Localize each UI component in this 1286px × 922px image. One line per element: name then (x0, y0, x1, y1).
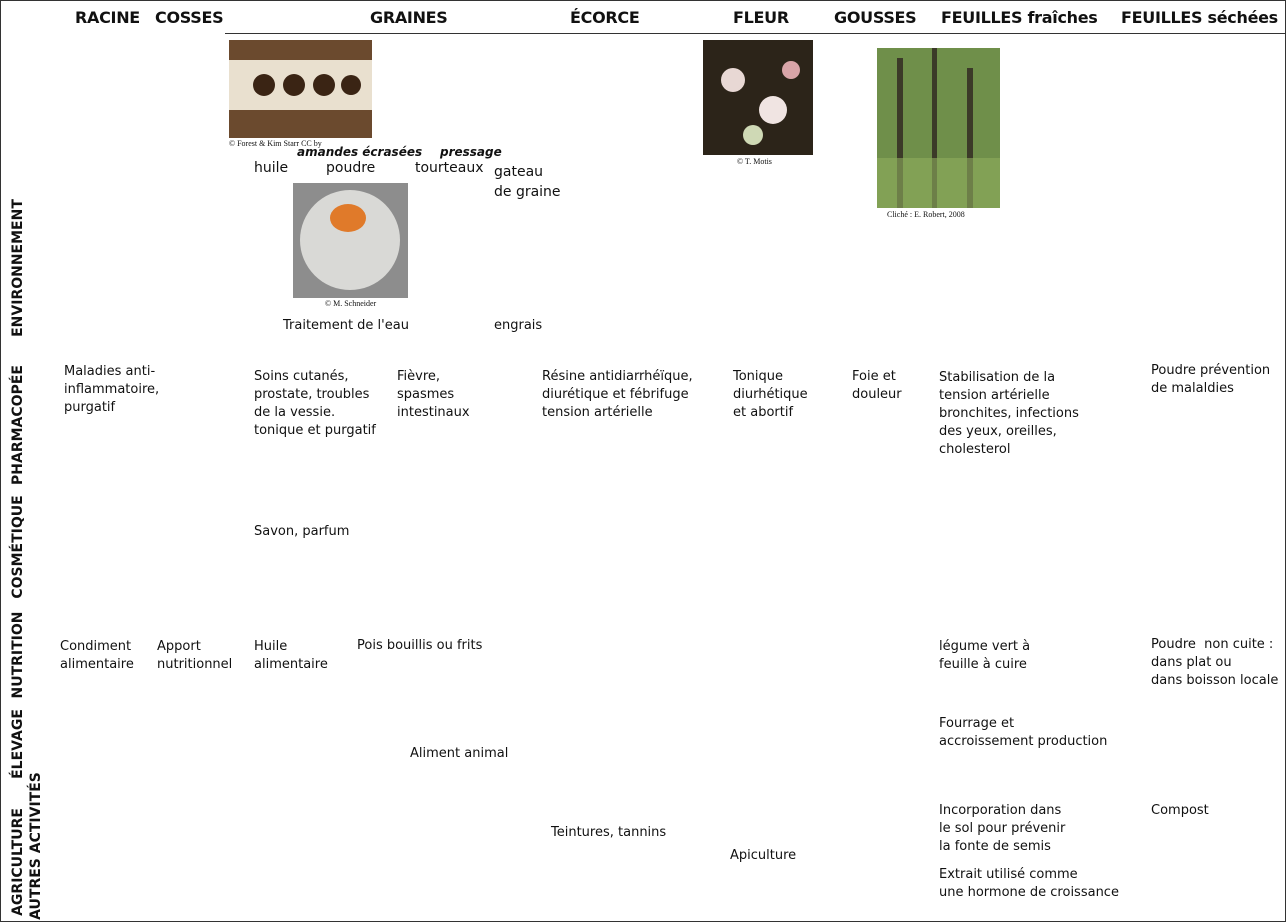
product: poudre (326, 160, 376, 176)
process-label: pressage (440, 145, 502, 159)
cell: Fièvre, spasmes intestinaux (397, 369, 470, 420)
product: huile (254, 160, 289, 176)
row-label: ENVIRONNEMENT (10, 199, 26, 337)
cell: Incorporation dans le sol pour prévenir … (939, 803, 1066, 854)
column-header: RACINE (75, 8, 140, 27)
cell: Savon, parfum (254, 524, 350, 539)
cell: Huile alimentaire (254, 639, 328, 672)
column-header: COSSES (155, 8, 224, 27)
row-label: NUTRITION (10, 611, 26, 699)
row-label: ÉLEVAGE (10, 709, 26, 779)
row-label: PHARMACOPÉE (10, 365, 26, 485)
column-header: FEUILLES séchées (1121, 8, 1278, 27)
cell: Tonique diurhétique et abortif (733, 369, 808, 420)
product: tourteaux (415, 160, 484, 176)
flower-photo (703, 40, 813, 155)
cell: Résine antidiarrhéïque, diurétique et fé… (542, 369, 693, 420)
photo-credit: © M. Schneider (325, 299, 377, 308)
process-label: amandes écrasées (297, 145, 423, 159)
row-label: AUTRES ACTIVITÉS (28, 772, 44, 920)
cell: Stabilisation de la tension artérielle b… (939, 370, 1079, 457)
powder-photo (293, 183, 408, 298)
column-header: FEUILLES fraîches (941, 8, 1098, 27)
column-header: ÉCORCE (570, 8, 640, 27)
cell: Foie et douleur (852, 369, 902, 402)
photo-credit: © T. Motis (737, 157, 772, 166)
column-header: GRAINES (370, 8, 448, 27)
product: gateau de graine (494, 164, 561, 200)
cell: Soins cutanés, prostate, troubles de la … (254, 369, 376, 438)
cell: engrais (494, 318, 543, 333)
cell: Poudre non cuite : dans plat ou dans boi… (1151, 637, 1279, 688)
cell: Pois bouillis ou frits (357, 638, 483, 653)
tree-photo (877, 48, 1000, 208)
column-header: FLEUR (733, 8, 789, 27)
photo-credit: Cliché : E. Robert, 2008 (887, 210, 965, 219)
cell: Extrait utilisé comme une hormone de cro… (939, 867, 1119, 900)
cell: Aliment animal (410, 746, 509, 761)
cell: Apport nutritionnel (157, 639, 233, 672)
cell: Traitement de l'eau (283, 318, 409, 333)
header-rule (225, 33, 1286, 34)
pod-photo (229, 40, 372, 138)
cell: Condiment alimentaire (60, 639, 134, 672)
cell: Fourrage et accroissement production (939, 716, 1108, 749)
cell: Apiculture (730, 848, 797, 863)
cell: Compost (1151, 803, 1209, 818)
cell: Teintures, tannins (551, 825, 667, 840)
row-label: AGRICULTURE (10, 808, 26, 916)
cell: Maladies anti- inflammatoire, purgatif (64, 364, 160, 415)
cell: Poudre prévention de malaldies (1151, 363, 1271, 396)
photo-credit: © Forest & Kim Starr CC by (229, 139, 322, 148)
column-header: GOUSSES (834, 8, 917, 27)
cell: légume vert à feuille à cuire (939, 639, 1031, 672)
row-label: COSMÉTIQUE (10, 495, 26, 599)
